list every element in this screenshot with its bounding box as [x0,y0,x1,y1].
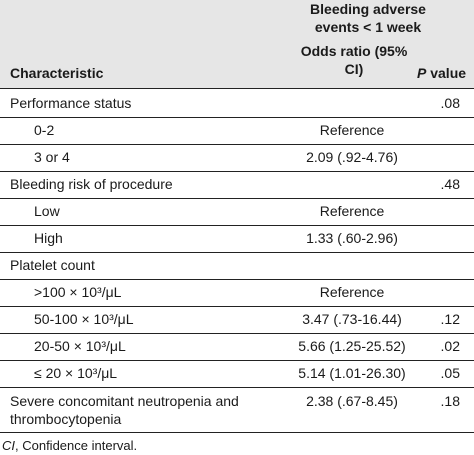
row-label: Platelet count [10,257,95,273]
table-bottom-rule [0,432,474,433]
row-p-value: .05 [440,365,460,381]
row-odds-ratio: 5.14 (1.01-26.30) [298,365,406,381]
row-rule [0,360,474,361]
row-label: Severe concomitant neutropenia and throm… [10,393,239,427]
row-rule [0,306,474,307]
row-rule [0,387,474,388]
row-p-value: .48 [440,176,460,192]
row-label: 20-50 × 10³/μL [34,338,126,354]
row-odds-ratio: 2.09 (.92-4.76) [306,149,398,165]
row-label: >100 × 10³/μL [34,284,122,300]
row-p-value: .02 [440,338,460,354]
table-header-band [0,0,474,88]
odds-ratio-header: Odds ratio (95% CI) [300,43,408,77]
p-value-header: P value [417,64,466,82]
row-label: High [34,230,63,246]
header-rule [0,88,474,89]
row-label: Bleeding risk of procedure [10,176,173,192]
row-label: 0-2 [34,122,55,138]
row-label: Performance status [10,95,132,111]
row-rule [0,144,474,145]
row-odds-ratio: Reference [319,122,385,138]
row-label: ≤ 20 × 10³/μL [34,365,118,381]
footnote-text: , Confidence interval. [15,438,138,453]
row-label: 3 or 4 [34,149,70,165]
group-header: Bleeding adverse events < 1 week [310,1,426,35]
row-rule [0,279,474,280]
row-odds-ratio: 3.47 (.73-16.44) [302,311,402,327]
row-odds-ratio: Reference [319,203,385,219]
p-value-header-italic: P [417,65,427,81]
row-odds-ratio: 5.66 (1.25-25.52) [298,338,406,354]
row-rule [0,117,474,118]
footnote-abbreviation: CI [2,438,15,453]
row-rule [0,225,474,226]
row-p-value: .12 [440,311,460,327]
row-rule [0,198,474,199]
row-odds-ratio: 1.33 (.60-2.96) [306,230,398,246]
table-footnote: CI, Confidence interval. [2,438,137,454]
row-label: 50-100 × 10³/μL [34,311,134,327]
row-label: Low [34,203,60,219]
row-odds-ratio: Reference [319,284,385,300]
row-p-value: .18 [440,393,460,409]
row-rule [0,252,474,253]
characteristic-header: Characteristic [10,65,104,81]
row-rule [0,333,474,334]
p-value-header-rest: value [426,65,467,81]
row-rule [0,171,474,172]
row-p-value: .08 [440,95,460,111]
row-odds-ratio: 2.38 (.67-8.45) [306,393,398,409]
